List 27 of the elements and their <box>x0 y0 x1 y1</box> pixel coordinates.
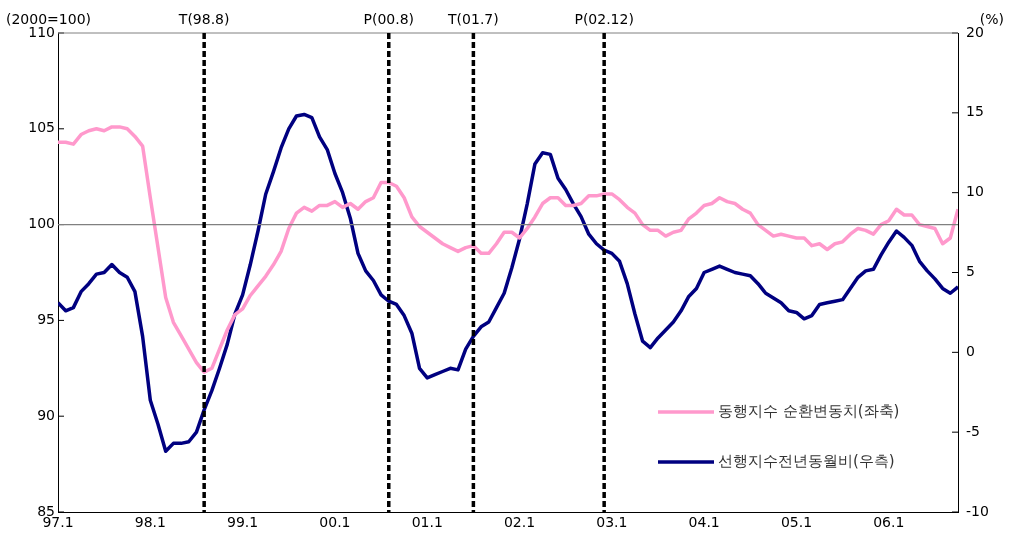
x-tick-label: 01.1 <box>411 514 443 531</box>
y2-tick-label: 15 <box>966 103 984 120</box>
y2-tick-label: 0 <box>966 342 975 359</box>
y2-tick-label: -5 <box>966 422 980 439</box>
legend-label: 동행지수 순환변동치(좌축) <box>718 401 900 420</box>
y2-axis-title: (%) <box>979 10 1004 27</box>
y-tick-label: 90 <box>37 406 55 423</box>
x-tick-label: 00.1 <box>319 514 351 531</box>
legend-label: 선행지수전년동월비(우측) <box>718 451 895 470</box>
x-tick-label: 97.1 <box>42 514 74 531</box>
ref-line-label: P(00.8) <box>363 10 415 27</box>
x-tick-label: 99.1 <box>227 514 259 531</box>
y-tick-label: 105 <box>28 119 55 136</box>
x-tick-label: 05.1 <box>780 514 813 531</box>
y2-tick-label: -10 <box>966 502 989 519</box>
x-tick-label: 06.1 <box>873 514 905 531</box>
ref-line-label: T(01.7) <box>447 10 499 27</box>
x-tick-label: 98.1 <box>134 514 166 531</box>
ref-line-label: P(02.12) <box>574 10 634 27</box>
ref-line-label: T(98.8) <box>177 10 230 27</box>
y2-tick-label: 5 <box>966 263 975 280</box>
y2-tick-label: 10 <box>966 183 984 200</box>
y-tick-label: 100 <box>28 215 55 232</box>
x-tick-label: 04.1 <box>688 514 720 531</box>
x-tick-label: 03.1 <box>596 514 628 531</box>
x-tick-label: 02.1 <box>503 514 536 531</box>
y-tick-label: 95 <box>37 311 55 328</box>
